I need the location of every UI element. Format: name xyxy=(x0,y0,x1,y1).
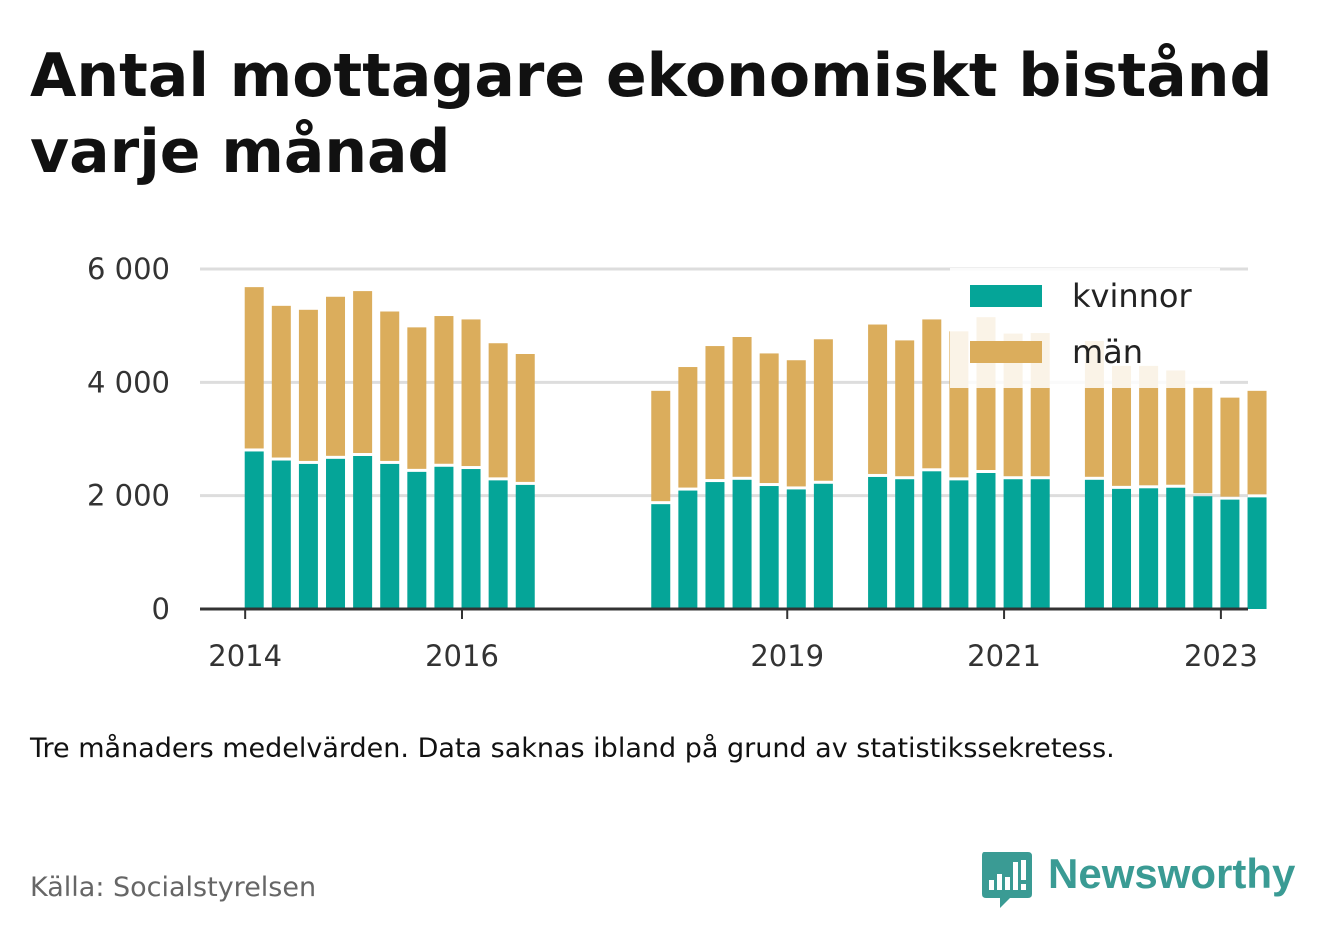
bar-man xyxy=(786,360,806,487)
bar-kvinnor xyxy=(976,473,996,609)
bar-kvinnor xyxy=(515,484,535,609)
bar-kvinnor xyxy=(1030,479,1050,609)
bar-man xyxy=(922,319,942,469)
bar-kvinnor xyxy=(1166,487,1186,609)
chart-note: Tre månaders medelvärden. Data saknas ib… xyxy=(30,733,1115,764)
bar-kvinnor xyxy=(1084,479,1104,609)
bar-man xyxy=(1247,390,1267,495)
bar-man xyxy=(1139,365,1159,486)
bar-kvinnor xyxy=(407,471,427,609)
bar-kvinnor xyxy=(868,476,888,609)
bar-kvinnor xyxy=(434,466,454,609)
axes: 0 2 000 4 000 6 000 2014 2016 2019 2021 2023 xyxy=(87,252,1258,673)
bar-man xyxy=(678,367,698,488)
bar-kvinnor xyxy=(813,483,833,609)
bar-man xyxy=(326,296,346,456)
legend-swatch-kvinnor xyxy=(970,285,1042,307)
bar-kvinnor xyxy=(1220,499,1240,609)
bar-man xyxy=(1220,397,1240,497)
bar-kvinnor xyxy=(651,504,671,609)
bar-kvinnor xyxy=(786,489,806,609)
bar-man xyxy=(353,291,373,453)
x-tick-label: 2023 xyxy=(1184,639,1258,673)
chart-bubble-icon xyxy=(982,852,1032,908)
x-tick-label: 2019 xyxy=(750,639,824,673)
bar-man xyxy=(1193,386,1213,494)
bar-kvinnor xyxy=(1139,488,1159,609)
bar-kvinnor xyxy=(678,490,698,609)
source-credit: Källa: Socialstyrelsen xyxy=(30,872,317,903)
y-tick-label: 6 000 xyxy=(87,252,170,286)
bar-man xyxy=(895,340,915,477)
logo-text: Newsworthy xyxy=(1048,850,1296,897)
x-tick-label: 2021 xyxy=(967,639,1041,673)
chart-title: Antal mottagare ekonomiskt bistånd varje… xyxy=(30,41,1273,187)
bars xyxy=(244,287,1267,609)
legend-label-man: män xyxy=(1072,333,1143,371)
bar-man xyxy=(380,311,400,461)
bar-kvinnor xyxy=(922,471,942,609)
bar-man xyxy=(488,343,508,478)
bar-man xyxy=(1166,370,1186,485)
bar-man xyxy=(1112,365,1132,486)
bar-kvinnor xyxy=(705,482,725,609)
bar-man xyxy=(759,353,779,484)
y-tick-label: 4 000 xyxy=(87,365,170,399)
y-tick-label: 0 xyxy=(152,592,170,626)
legend-label-kvinnor: kvinnor xyxy=(1072,277,1193,315)
legend-swatch-man xyxy=(970,341,1042,363)
bar-kvinnor xyxy=(298,463,318,609)
bar-kvinnor xyxy=(326,458,346,609)
bar-kvinnor xyxy=(949,480,969,609)
bar-kvinnor xyxy=(1003,479,1023,609)
bar-man xyxy=(298,309,318,461)
bar-man xyxy=(868,324,888,474)
bar-man xyxy=(732,337,752,477)
bar-kvinnor xyxy=(461,469,481,609)
bar-kvinnor xyxy=(732,479,752,609)
bar-man xyxy=(434,316,454,464)
bar-man xyxy=(244,287,264,449)
bar-kvinnor xyxy=(353,456,373,609)
bar-man xyxy=(515,354,535,482)
bar-man xyxy=(407,327,427,469)
stacked-bar-chart: 0 2 000 4 000 6 000 2014 2016 2019 2021 2023 kvi… xyxy=(87,252,1267,673)
bar-kvinnor xyxy=(1112,488,1132,609)
bar-man xyxy=(461,319,481,467)
bar-kvinnor xyxy=(759,486,779,609)
bar-kvinnor xyxy=(380,463,400,609)
bar-man xyxy=(271,305,291,458)
bar-man xyxy=(705,346,725,480)
x-tick-label: 2014 xyxy=(208,639,282,673)
x-tick-label: 2016 xyxy=(425,639,499,673)
legend: kvinnor män xyxy=(950,268,1220,388)
bar-kvinnor xyxy=(895,479,915,609)
bar-man xyxy=(813,339,833,481)
bar-kvinnor xyxy=(488,480,508,609)
y-tick-label: 2 000 xyxy=(87,479,170,513)
bar-kvinnor xyxy=(1193,496,1213,609)
newsworthy-logo: Newsworthy xyxy=(980,848,1300,912)
bar-kvinnor xyxy=(1247,497,1267,609)
bar-kvinnor xyxy=(271,460,291,609)
bar-kvinnor xyxy=(244,451,264,609)
bar-man xyxy=(651,390,671,502)
